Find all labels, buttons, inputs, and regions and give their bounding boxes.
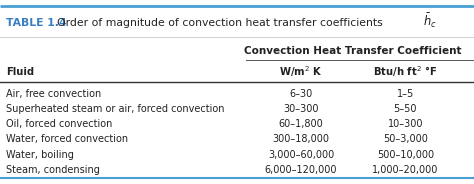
Text: 10–300: 10–300	[388, 119, 423, 129]
Text: Fluid: Fluid	[6, 67, 34, 77]
Text: 6,000–120,000: 6,000–120,000	[265, 165, 337, 175]
Text: 1–5: 1–5	[397, 89, 414, 99]
Text: Convection Heat Transfer Coefficient: Convection Heat Transfer Coefficient	[245, 46, 462, 56]
Text: Btu/h ft$^2$ °F: Btu/h ft$^2$ °F	[373, 64, 438, 79]
Text: 30–300: 30–300	[283, 104, 319, 114]
Text: W/m$^2$ K: W/m$^2$ K	[279, 64, 323, 79]
Text: Oil, forced convection: Oil, forced convection	[6, 119, 112, 129]
Text: Air, free convection: Air, free convection	[6, 89, 101, 99]
Text: 300–18,000: 300–18,000	[273, 135, 329, 144]
Text: Order of magnitude of convection heat transfer coefficients: Order of magnitude of convection heat tr…	[50, 18, 386, 28]
Text: TABLE 1.4: TABLE 1.4	[6, 18, 66, 28]
Text: 6–30: 6–30	[289, 89, 313, 99]
Text: 500–10,000: 500–10,000	[377, 150, 434, 160]
Text: Superheated steam or air, forced convection: Superheated steam or air, forced convect…	[6, 104, 224, 114]
Text: 1,000–20,000: 1,000–20,000	[372, 165, 438, 175]
Text: $\bar{h}_c$: $\bar{h}_c$	[423, 12, 437, 30]
Text: Water, forced convection: Water, forced convection	[6, 135, 128, 144]
Text: 50–3,000: 50–3,000	[383, 135, 428, 144]
Text: Steam, condensing: Steam, condensing	[6, 165, 100, 175]
Text: 3,000–60,000: 3,000–60,000	[268, 150, 334, 160]
Text: Water, boiling: Water, boiling	[6, 150, 73, 160]
Text: 5–50: 5–50	[393, 104, 417, 114]
Text: 60–1,800: 60–1,800	[279, 119, 323, 129]
